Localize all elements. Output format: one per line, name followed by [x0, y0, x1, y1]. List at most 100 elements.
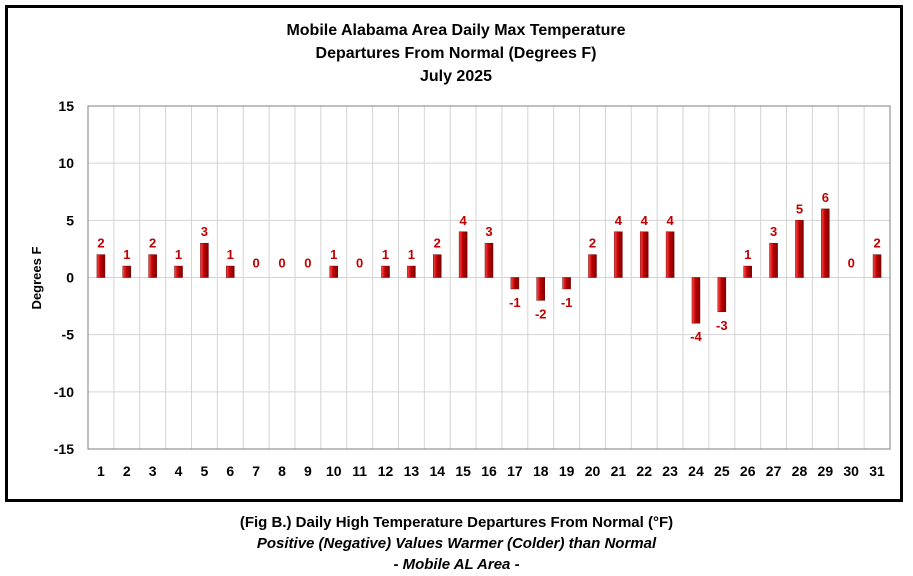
bar	[562, 277, 571, 290]
bar	[665, 231, 675, 278]
x-tick-label: 3	[149, 463, 157, 479]
data-label: 4	[460, 213, 468, 228]
bar	[821, 208, 830, 278]
y-tick-label: -15	[54, 441, 74, 457]
bar	[407, 265, 416, 278]
bar	[536, 277, 545, 301]
data-label: 3	[770, 224, 777, 239]
y-tick-label: 0	[66, 270, 74, 286]
x-tick-label: 8	[278, 463, 286, 479]
caption-line-2: Positive (Negative) Values Warmer (Colde…	[256, 535, 657, 552]
x-tick-label: 19	[559, 463, 575, 479]
bar	[717, 277, 727, 313]
bar	[588, 254, 597, 278]
plot-area-border	[87, 105, 891, 450]
x-tick-label: 4	[175, 463, 183, 479]
data-label: 1	[227, 247, 234, 262]
chart-title-line-1: Mobile Alabama Area Daily Max Temperatur…	[286, 22, 625, 39]
x-tick-label: 20	[585, 463, 601, 479]
data-label: 2	[873, 236, 880, 251]
x-tick-label: 9	[304, 463, 312, 479]
x-tick-label: 12	[378, 463, 394, 479]
x-tick-label: 5	[201, 463, 209, 479]
data-label: 1	[123, 247, 130, 262]
x-tick-label: 2	[123, 463, 131, 479]
data-label: -3	[716, 318, 728, 333]
data-label: 1	[408, 247, 415, 262]
x-tick-label: 10	[326, 463, 342, 479]
y-tick-label: 10	[58, 155, 74, 171]
data-label: 3	[485, 224, 492, 239]
data-label: -4	[690, 329, 702, 344]
bar	[743, 265, 752, 278]
bar	[795, 220, 804, 278]
data-label: 4	[641, 213, 649, 228]
chart-frame	[5, 5, 903, 502]
data-label: 3	[201, 224, 208, 239]
x-axis-ticks: 1 2 3 4 5 6 7 8 9 10 11 12 13 14 15 16 17 18 19 20 21 22 23 24 2…	[97, 463, 885, 479]
chart-title-line-3: July 2025	[420, 68, 492, 85]
data-label: 1	[382, 247, 389, 262]
x-tick-label: 31	[869, 463, 885, 479]
x-tick-label: 13	[404, 463, 420, 479]
bar	[200, 242, 209, 278]
data-label: 6	[822, 190, 829, 205]
caption-line-1: (Fig B.) Daily High Temperature Departur…	[239, 514, 674, 531]
x-tick-label: 17	[507, 463, 523, 479]
data-labels: 2 1 2 1 3 1 0 0 0 1 0 1 1 2 4 3 -1 -2 -1 2 4 4 4 -4 -3 1 3 5 6 0 2	[97, 190, 880, 344]
x-tick-label: 11	[352, 463, 367, 479]
bar	[226, 265, 235, 278]
data-label: 0	[304, 256, 311, 271]
bar	[381, 265, 390, 278]
data-label: 0	[356, 256, 363, 271]
y-tick-label: 15	[58, 98, 74, 114]
x-tick-label: 29	[818, 463, 834, 479]
data-label: -1	[509, 295, 521, 310]
bar	[122, 265, 132, 278]
x-tick-label: 23	[662, 463, 678, 479]
chart-title: Mobile Alabama Area Daily Max Temperatur…	[286, 22, 625, 85]
bar	[458, 231, 468, 278]
bar	[329, 265, 339, 278]
data-label: 0	[253, 256, 260, 271]
y-axis-ticks: 15 10 5 0 -5 -10 -15	[54, 98, 74, 457]
x-tick-label: 22	[636, 463, 652, 479]
data-label: -1	[561, 295, 573, 310]
data-label: 5	[796, 201, 803, 216]
bar	[769, 242, 778, 278]
data-label: 2	[97, 236, 104, 251]
x-tick-label: 24	[688, 463, 704, 479]
bar	[174, 265, 183, 278]
data-label: 2	[434, 236, 441, 251]
bar	[510, 277, 520, 290]
y-axis-label: Degrees F	[29, 247, 44, 310]
data-label: 4	[615, 213, 623, 228]
data-label: 1	[330, 247, 337, 262]
temperature-departure-chart: Mobile Alabama Area Daily Max Temperatur…	[29, 22, 891, 479]
x-tick-label: 27	[766, 463, 782, 479]
y-tick-label: -5	[62, 327, 75, 343]
x-tick-label: 6	[226, 463, 234, 479]
bar	[148, 254, 157, 278]
bar	[691, 277, 701, 324]
y-tick-label: 5	[66, 212, 74, 228]
x-tick-label: 25	[714, 463, 730, 479]
data-label: 1	[175, 247, 182, 262]
x-tick-label: 26	[740, 463, 756, 479]
data-label: 2	[149, 236, 156, 251]
bar	[433, 254, 442, 278]
chart-title-line-2: Departures From Normal (Degrees F)	[316, 45, 597, 62]
x-tick-label: 14	[429, 463, 445, 479]
x-tick-label: 21	[611, 463, 627, 479]
bar	[614, 231, 623, 278]
y-tick-label: -10	[54, 384, 74, 400]
data-label: 4	[666, 213, 674, 228]
bar	[872, 254, 882, 278]
figure-caption: (Fig B.) Daily High Temperature Departur…	[0, 512, 913, 575]
bar	[484, 242, 494, 278]
x-tick-label: 7	[252, 463, 260, 479]
bars	[96, 208, 882, 324]
bar	[639, 231, 649, 278]
data-label: 0	[848, 256, 855, 271]
data-label: 2	[589, 236, 596, 251]
